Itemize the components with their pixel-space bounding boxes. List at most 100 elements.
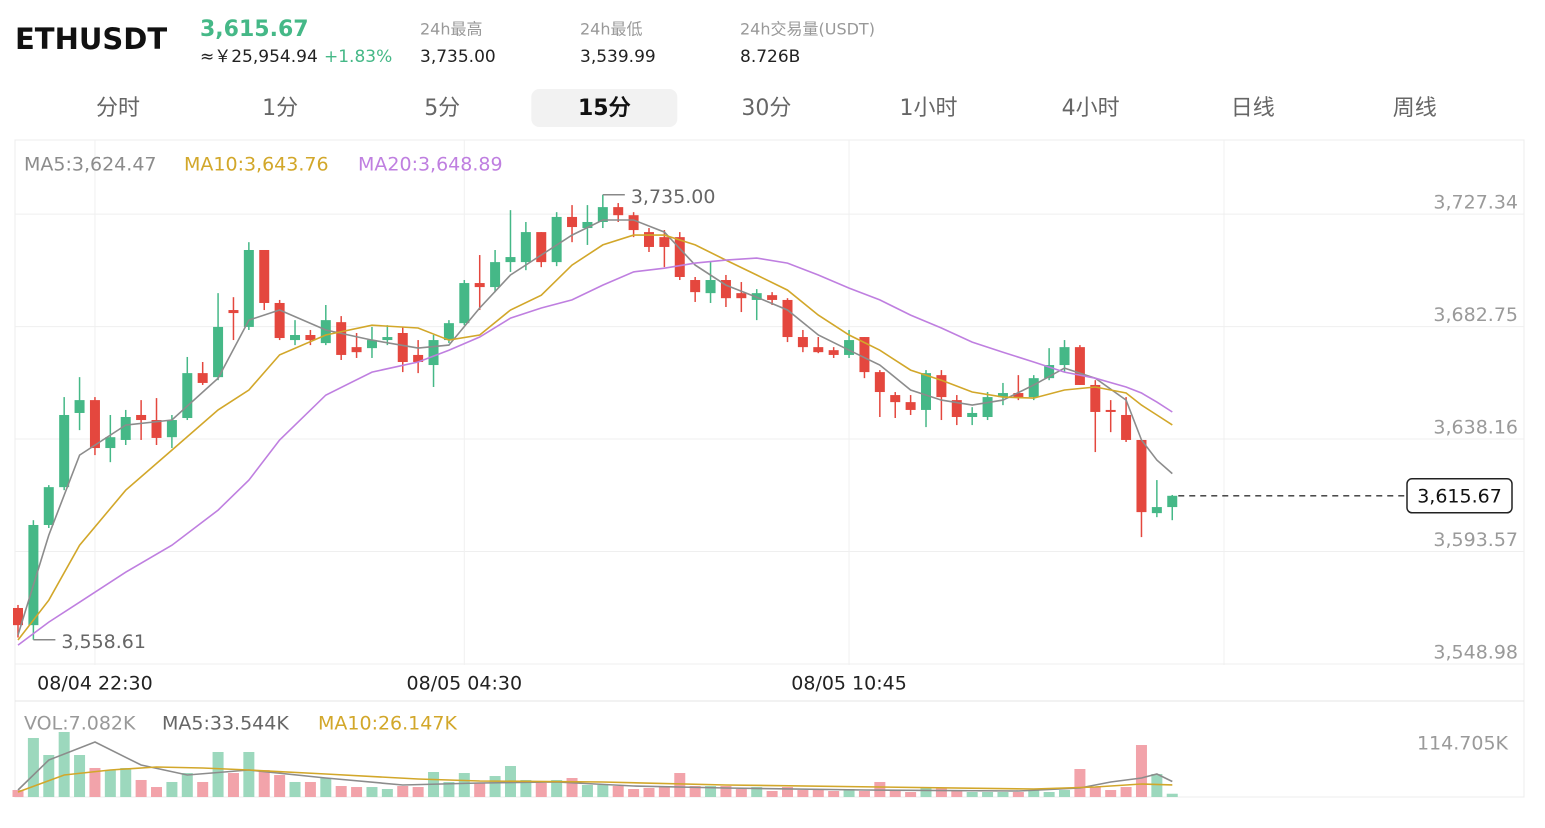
candle-body [967, 412, 978, 418]
volume-bar [1089, 787, 1101, 797]
volume-bar [1074, 768, 1086, 797]
candle-body [1151, 507, 1162, 514]
extreme-label: 3,735.00 [631, 186, 716, 208]
x-tick-label: 08/04 22:30 [37, 673, 153, 695]
volume-bar [735, 789, 747, 797]
candle-body [1028, 378, 1039, 398]
candle-body [1059, 347, 1070, 366]
volume-bar [643, 787, 655, 797]
tab-active-bg [531, 89, 678, 127]
candle-body [874, 372, 885, 393]
volume-bar [966, 792, 978, 797]
candle-body [782, 299, 793, 338]
volume-bar [935, 787, 947, 797]
candle-body [382, 337, 393, 341]
volume-bar [812, 790, 824, 797]
volume-bar [535, 782, 547, 797]
volume-bar [674, 773, 686, 797]
tab[interactable]: 5分 [424, 96, 460, 121]
tab[interactable]: 日线 [1231, 96, 1275, 121]
y-tick-label: 114.705K [1417, 732, 1509, 754]
candle-body [997, 393, 1008, 398]
candle-body [536, 232, 547, 263]
volume-legend: VOL:7.082K [24, 713, 136, 735]
candle-body [659, 237, 670, 247]
candle-body [597, 207, 608, 222]
ma-legend: MA20:3,648.89 [358, 154, 503, 176]
candle-body [505, 257, 516, 263]
volume-bar [181, 773, 193, 797]
candle-body [1136, 439, 1147, 513]
volume-bar [889, 790, 901, 797]
volume-bar [797, 790, 809, 797]
y-tick-label: 3,638.16 [1433, 417, 1518, 439]
volume-bar [1028, 790, 1040, 797]
stat-label: 24h最高 [420, 20, 483, 39]
candle-body [105, 437, 116, 449]
volume-bar [1105, 790, 1117, 797]
candle-body [290, 335, 301, 341]
volume-bar [43, 754, 55, 797]
extreme-label: 3,558.61 [61, 631, 146, 653]
candle-body [43, 487, 54, 525]
volume-bar [597, 784, 609, 797]
volume-bar [74, 754, 86, 797]
candle-body [951, 400, 962, 418]
y-tick-label: 3,682.75 [1433, 304, 1518, 326]
candle-body [136, 414, 147, 421]
volume-bar [412, 787, 424, 797]
volume-bar [104, 770, 116, 797]
candle-body [674, 237, 685, 277]
candle-body [1167, 495, 1178, 508]
volume-bar [551, 779, 563, 797]
candle-body [320, 320, 331, 344]
candle-body [397, 332, 408, 363]
candle-body [120, 417, 131, 440]
candle-body [336, 322, 347, 355]
candle-body [1105, 409, 1116, 412]
volume-bar [1012, 792, 1024, 797]
candle-body [736, 293, 747, 299]
y-tick-label: 3,727.34 [1433, 192, 1518, 214]
candle-body [490, 262, 501, 288]
ma-legend: MA5:3,624.47 [24, 154, 157, 176]
tab[interactable]: 分时 [96, 96, 140, 121]
candle-body [443, 323, 454, 341]
tab[interactable]: 周线 [1393, 96, 1437, 121]
volume-bar [520, 779, 532, 797]
candle-body [428, 340, 439, 366]
stat-value: 3,735.00 [420, 47, 496, 67]
candle-body [213, 326, 224, 378]
x-tick-label: 08/05 04:30 [407, 673, 523, 695]
candle-body [921, 373, 932, 410]
volume-bar [151, 787, 163, 797]
candle-body [936, 375, 947, 398]
volume-bar [828, 790, 840, 797]
candle-body [305, 335, 316, 341]
volume-bar [289, 781, 301, 797]
candle-body [628, 215, 639, 231]
volume-bar [166, 781, 178, 797]
candle-body [166, 420, 177, 438]
tab[interactable]: 1小时 [900, 96, 958, 121]
volume-bar [304, 781, 316, 797]
candle-body [982, 397, 993, 418]
volume-bar [258, 770, 270, 797]
tab[interactable]: 30分 [741, 96, 791, 121]
volume-bar [489, 776, 501, 797]
candle-body [74, 400, 85, 413]
volume-bar [1135, 745, 1147, 797]
volume-bar [951, 790, 963, 797]
tab[interactable]: 4小时 [1062, 96, 1120, 121]
stat-value: 3,539.99 [580, 47, 656, 67]
candle-body [690, 280, 701, 293]
chart-frame [14, 139, 1525, 798]
tab[interactable]: 15分 [578, 96, 631, 121]
candle-body [366, 340, 377, 349]
x-tick-label: 08/05 10:45 [791, 673, 907, 695]
candle-body [1090, 384, 1101, 412]
tab[interactable]: 1分 [262, 96, 298, 121]
stat-label: 24h交易量(USDT) [740, 20, 875, 39]
candle-body [243, 249, 254, 327]
volume-bar [381, 789, 393, 797]
